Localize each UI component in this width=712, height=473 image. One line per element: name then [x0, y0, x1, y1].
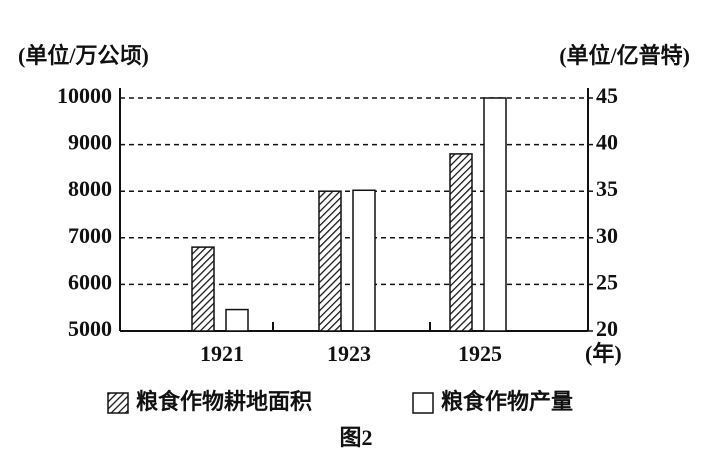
right-unit: (单位/亿普特) [559, 43, 690, 68]
bar [225, 308, 249, 332]
y-tick-label: 10000 [57, 83, 112, 108]
bar [352, 189, 376, 332]
x-tick-label: 1923 [327, 341, 371, 366]
y-tick-label: 8000 [68, 176, 112, 201]
bar [191, 246, 215, 332]
y-tick-label: 7000 [68, 223, 112, 248]
y2-tick-label: 30 [596, 223, 618, 248]
caption: 图2 [339, 425, 372, 450]
y2-tick-label: 40 [596, 130, 618, 155]
bar [318, 190, 342, 332]
y-tick-label: 5000 [68, 316, 112, 341]
x-tick-label: 1921 [200, 341, 244, 366]
legend-swatch [412, 392, 434, 414]
legend-label: 粮食作物产量 [441, 389, 573, 414]
y2-tick-label: 20 [596, 316, 618, 341]
left-unit: (单位/万公顷) [18, 43, 149, 68]
y-tick-label: 9000 [68, 130, 112, 155]
y2-tick-label: 35 [596, 176, 618, 201]
x-tick-label: 1925 [458, 341, 502, 366]
bar [449, 153, 473, 332]
y2-tick-label: 45 [596, 83, 618, 108]
legend-label: 粮食作物耕地面积 [136, 389, 312, 414]
y-tick-label: 6000 [68, 269, 112, 294]
y2-tick-label: 25 [596, 269, 618, 294]
legend-swatch [107, 392, 129, 414]
x-unit: (年) [585, 341, 622, 366]
bar [483, 97, 507, 332]
